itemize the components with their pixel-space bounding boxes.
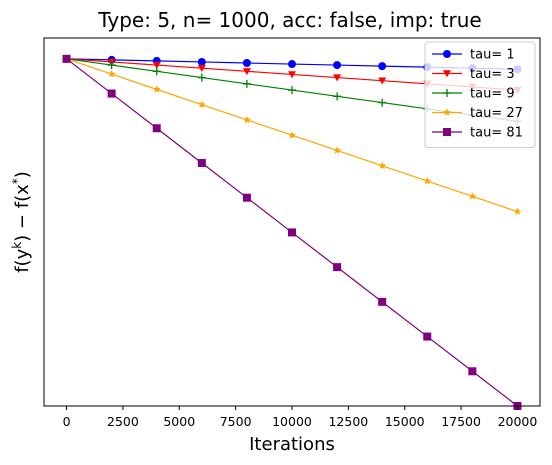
data-point [197,158,206,167]
legend-marker [443,89,451,97]
x-tick-label: 12500 [328,414,368,429]
data-point [197,100,206,109]
data-point [152,67,161,76]
legend-entry: tau= 1 [432,48,515,63]
legend: tau= 1 tau= 3 tau= 9 tau= 27 tau= 81 [424,41,536,148]
legend-label: tau= 3 [470,67,515,82]
x-tick-label: 20000 [498,414,538,429]
data-point [288,71,296,79]
data-point [513,207,522,215]
chart-title: Type: 5, n= 1000, acc: false, imp: true [97,8,481,32]
data-point [378,161,387,170]
legend-label: tau= 27 [470,106,523,121]
data-point [107,69,116,78]
data-point [378,77,387,85]
legend-label: tau= 1 [470,48,515,63]
data-point [152,61,161,69]
data-point [62,54,71,63]
data-point [242,115,251,124]
y-axis-label-text: f(yk) − f(x*) [10,171,33,273]
x-axis-label: Iterations [249,434,335,455]
x-tick-label: 7500 [220,414,252,429]
data-point [288,131,296,139]
legend-marker [443,108,451,116]
y-axis-label: f(yk) − f(x*) [10,171,33,273]
data-point [288,86,296,95]
data-point [423,332,432,341]
data-point [288,228,296,237]
x-tick-label: 5000 [163,414,195,429]
legend-marker [443,50,451,58]
legend-entry: tau= 27 [432,106,523,121]
data-point [242,79,251,88]
data-point [378,62,387,71]
x-tick-label: 2500 [107,414,139,429]
data-point [333,92,342,101]
data-point [333,61,342,70]
x-tick-label: 10000 [272,414,312,429]
data-point [242,58,251,67]
legend-box [424,41,536,148]
x-axis-ticks: 0 2500 5000 7500 10000 12500 15000 17500 20000 [63,406,538,429]
data-point [197,73,206,82]
data-point [468,367,477,376]
x-tick-label: 15000 [385,414,425,429]
legend-entry: tau= 9 [432,87,515,102]
data-point [107,61,116,70]
data-point [333,263,342,272]
legend-marker [443,128,451,136]
data-point [468,192,477,200]
data-point [333,146,342,154]
data-point [107,89,116,98]
data-point [333,74,342,82]
x-tick-label: 0 [63,414,71,429]
legend-entry: tau= 81 [432,126,523,141]
legend-entry: tau= 3 [432,67,515,82]
legend-marker [443,70,451,78]
legend-label: tau= 81 [470,126,523,141]
data-point [378,297,387,306]
data-point [423,176,432,185]
data-point [242,193,251,202]
data-point [152,124,161,133]
x-tick-label: 17500 [441,414,481,429]
legend-label: tau= 9 [470,87,515,102]
data-point [197,65,206,73]
data-point [197,57,206,66]
data-point [288,60,296,69]
data-point [378,98,387,107]
data-point [242,68,251,76]
data-point [152,85,161,93]
